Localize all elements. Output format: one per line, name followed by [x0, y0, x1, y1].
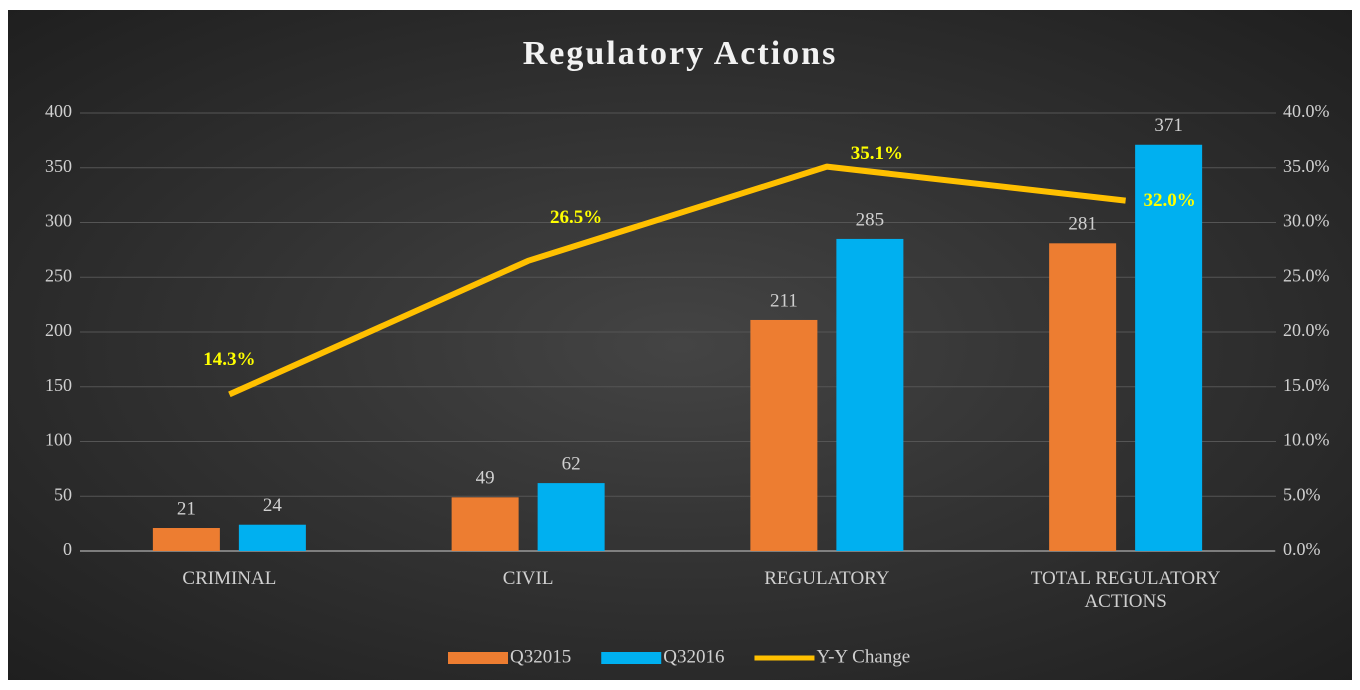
line-label: 14.3%: [203, 349, 255, 370]
y-tick-label: 100: [45, 430, 72, 450]
legend-swatch: [601, 652, 662, 664]
bar: [238, 524, 306, 551]
x-tick-label: TOTAL REGULATORY ACTIONS: [1030, 568, 1221, 612]
line-label: 35.1%: [851, 143, 903, 164]
x-tick-label: REGULATORY: [764, 568, 890, 589]
y2-tick-label: 10.0%: [1283, 430, 1330, 450]
y-tick-label: 50: [54, 484, 72, 504]
line-label: 26.5%: [550, 207, 602, 228]
y2-tick-label: 35.0%: [1283, 156, 1330, 176]
bar: [750, 319, 818, 551]
y-tick-label: 300: [45, 211, 72, 231]
bar-label: 62: [562, 453, 581, 474]
y-tick-label: 200: [45, 320, 72, 340]
legend-swatch: [448, 652, 508, 664]
line: [228, 163, 1126, 398]
line-label: 32.0%: [1144, 190, 1196, 211]
y2-tick-label: 30.0%: [1283, 211, 1330, 231]
y2-tick-label: 25.0%: [1283, 265, 1330, 285]
bar: [451, 497, 519, 551]
y2-tick-label: 0.0%: [1283, 539, 1321, 559]
x-tick-label: CRIMINAL: [182, 568, 277, 589]
chart-title: Regulatory Actions: [523, 35, 838, 72]
bar-label: 211: [770, 290, 798, 311]
y-tick-label: 400: [45, 101, 72, 121]
chart: Regulatory Actions 0 50 100 150 200 250 300 350…: [45, 35, 1330, 668]
bar-label: 24: [263, 495, 283, 516]
bar-label: 371: [1154, 115, 1183, 136]
y-tick-label: 250: [45, 265, 72, 285]
legend-label: Y-Y Change: [816, 646, 910, 667]
bar: [152, 528, 220, 551]
bar-label: 281: [1068, 214, 1097, 235]
y2-tick-label: 15.0%: [1283, 375, 1330, 395]
y-tick-label: 0: [63, 539, 72, 559]
y-tick-label: 150: [45, 375, 72, 395]
bar: [537, 483, 605, 551]
bar: [1049, 243, 1117, 551]
y-tick-label: 350: [45, 156, 72, 176]
legend-label: Q32016: [663, 646, 724, 667]
x-tick-label: CIVIL: [502, 568, 554, 589]
bar: [1135, 144, 1203, 551]
y2-tick-label: 5.0%: [1283, 484, 1321, 504]
bar-label: 49: [476, 468, 495, 489]
bar: [836, 238, 904, 552]
bar-label: 285: [856, 209, 885, 230]
bar-label: 21: [177, 498, 196, 519]
y2-tick-label: 20.0%: [1283, 320, 1330, 340]
chart-area: Regulatory Actions 0 50 100 150 200 250 300 350…: [8, 10, 1352, 680]
y2-tick-label: 40.0%: [1283, 101, 1330, 121]
legend-label: Q32015: [510, 646, 571, 667]
